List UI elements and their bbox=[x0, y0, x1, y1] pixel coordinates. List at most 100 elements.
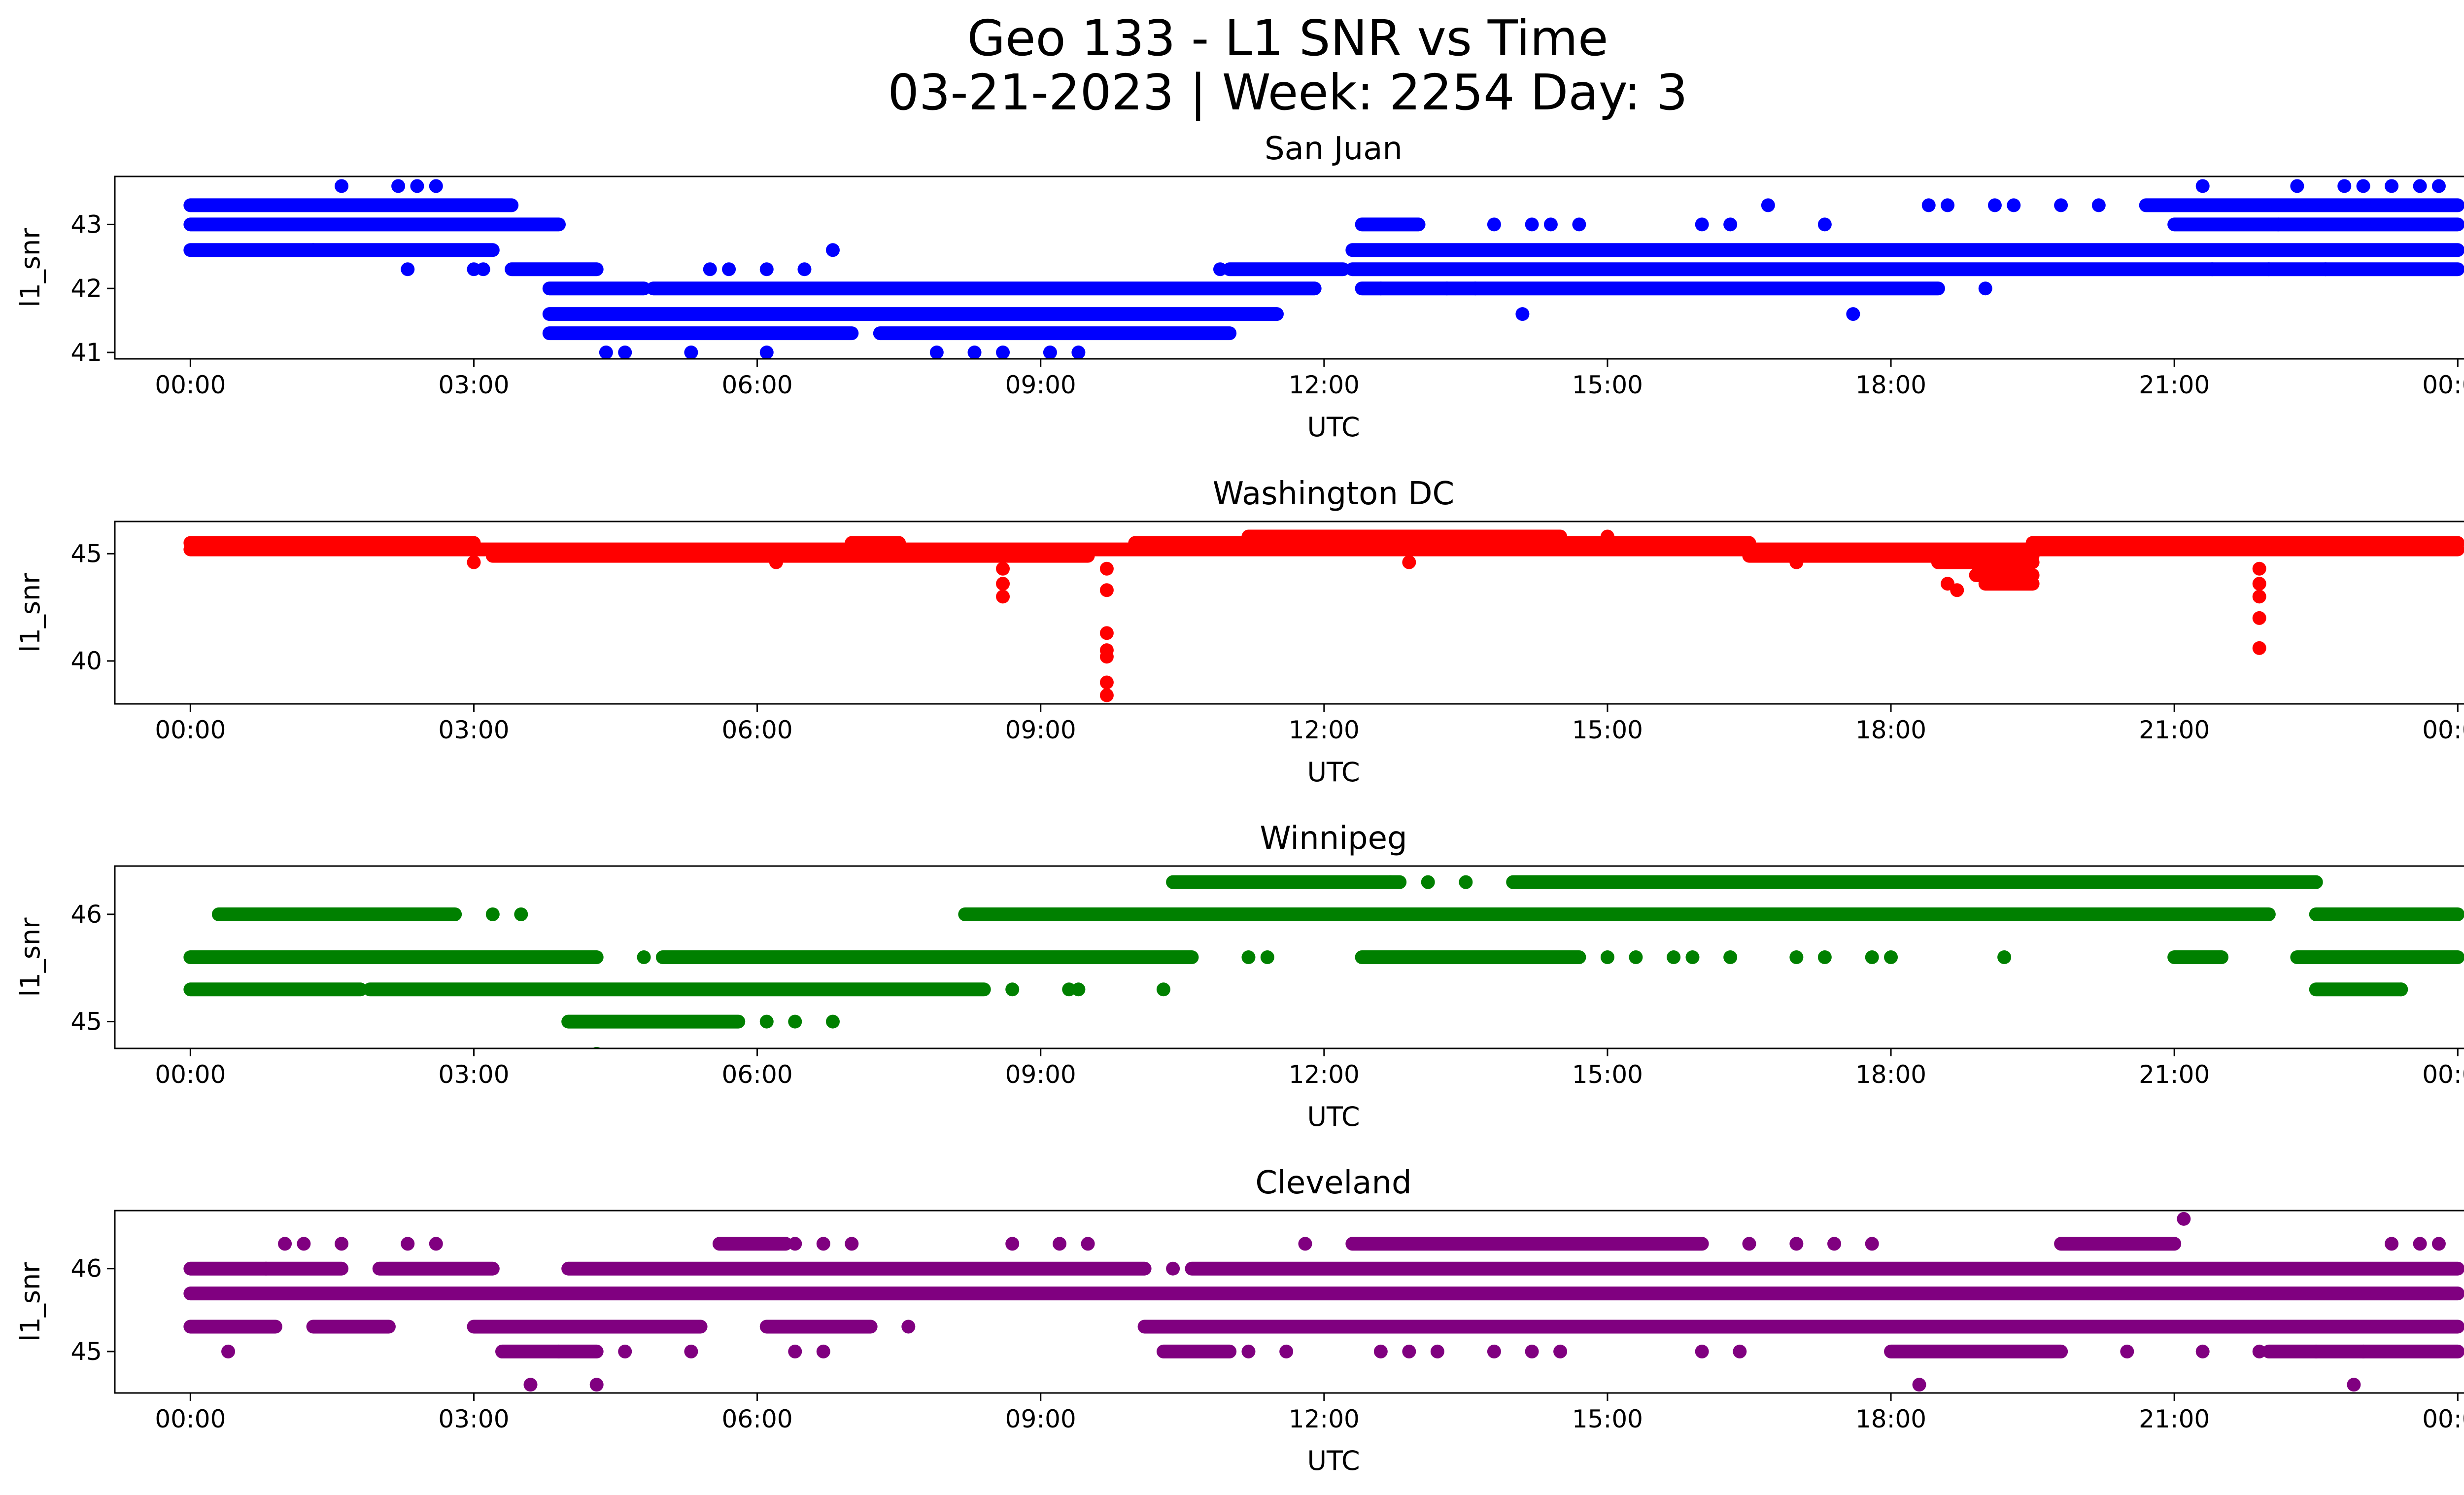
data-point bbox=[1440, 281, 1454, 296]
x-tick-label: 21:00 bbox=[2139, 1405, 2210, 1433]
data-point bbox=[1818, 843, 1832, 857]
series-marks bbox=[183, 1212, 2464, 1392]
data-point bbox=[1459, 875, 1473, 889]
data-point bbox=[297, 1237, 311, 1251]
data-point bbox=[1553, 1344, 1568, 1358]
data-point bbox=[391, 179, 406, 193]
x-tick-label: 03:00 bbox=[438, 1060, 509, 1089]
data-point bbox=[1846, 307, 1860, 321]
data-point bbox=[1525, 1344, 1539, 1358]
data-point bbox=[816, 1237, 830, 1251]
data-point bbox=[2261, 262, 2276, 277]
y-tick-label: 46 bbox=[70, 900, 102, 929]
series-marks bbox=[183, 179, 2464, 359]
data-point bbox=[335, 179, 349, 193]
data-point bbox=[2195, 179, 2210, 193]
y-axis-label: l1_snr bbox=[15, 573, 46, 653]
data-point bbox=[2091, 198, 2106, 212]
data-point bbox=[637, 950, 651, 964]
data-point bbox=[1978, 281, 1992, 296]
y-tick-label: 41 bbox=[70, 338, 102, 367]
data-point bbox=[1723, 950, 1738, 964]
panel-title: San Juan bbox=[1265, 131, 1403, 167]
figure-title-line1: Geo 133 - L1 SNR vs Time bbox=[967, 9, 1608, 67]
figure-title-line2: 03-21-2023 | Week: 2254 Day: 3 bbox=[888, 64, 1687, 121]
data-point bbox=[1600, 529, 1614, 544]
data-point bbox=[2271, 217, 2286, 232]
data-point bbox=[1817, 950, 1832, 964]
x-tick-label: 00:00 bbox=[155, 716, 226, 744]
y-tick-label: 43 bbox=[70, 210, 102, 239]
data-point bbox=[2252, 590, 2266, 604]
data-point bbox=[759, 1014, 774, 1029]
data-point bbox=[552, 1344, 566, 1358]
data-point bbox=[1789, 1237, 1804, 1251]
data-point bbox=[2120, 1344, 2134, 1358]
data-point bbox=[485, 907, 500, 921]
data-point bbox=[514, 907, 528, 921]
data-point bbox=[1884, 950, 1898, 964]
x-axis-label: UTC bbox=[1307, 1101, 1360, 1132]
data-point bbox=[1865, 950, 1879, 964]
data-point bbox=[1260, 950, 1274, 964]
data-point bbox=[1941, 198, 1955, 212]
data-point bbox=[1525, 217, 1539, 232]
data-point bbox=[1099, 561, 1114, 576]
data-point bbox=[1515, 307, 1530, 321]
data-point bbox=[2347, 1378, 2361, 1392]
data-point bbox=[1005, 1237, 1020, 1251]
data-point bbox=[476, 262, 490, 277]
data-point bbox=[1921, 198, 1936, 212]
x-tick-label: 00:00 bbox=[2422, 371, 2464, 399]
data-point bbox=[816, 1344, 830, 1358]
y-axis-label: l1_snr bbox=[15, 228, 46, 308]
data-point bbox=[1487, 1344, 1501, 1358]
x-tick-label: 03:00 bbox=[438, 716, 509, 744]
axes-frame bbox=[114, 521, 2464, 705]
data-point bbox=[1743, 843, 1756, 857]
data-point bbox=[2290, 179, 2304, 193]
data-point bbox=[2431, 179, 2446, 193]
data-point bbox=[2177, 1212, 2191, 1226]
data-point bbox=[1761, 198, 1775, 212]
x-tick-label: 00:00 bbox=[2422, 1405, 2464, 1433]
data-point bbox=[2356, 1344, 2370, 1358]
x-tick-label: 21:00 bbox=[2139, 1060, 2210, 1089]
data-point bbox=[2394, 982, 2408, 997]
x-tick-label: 21:00 bbox=[2139, 716, 2210, 744]
data-point bbox=[2337, 179, 2352, 193]
panel-cleveland: Cleveland 00:00 03:00 06:00 09:00 12:00 15:00… bbox=[15, 1165, 2464, 1476]
data-point bbox=[1572, 217, 1586, 232]
x-tick-label: 06:00 bbox=[722, 371, 793, 399]
series-marks bbox=[183, 529, 2464, 702]
data-point bbox=[929, 346, 944, 359]
x-tick-label: 06:00 bbox=[722, 1405, 793, 1433]
data-point bbox=[1543, 217, 1558, 232]
data-point bbox=[523, 1378, 538, 1392]
x-tick-label: 00:00 bbox=[155, 371, 226, 399]
data-point bbox=[410, 179, 424, 193]
data-point bbox=[467, 262, 481, 277]
panel-title: Cleveland bbox=[1255, 1165, 1411, 1201]
data-point bbox=[1987, 198, 2002, 212]
data-point bbox=[1487, 217, 1501, 232]
data-point bbox=[2309, 1344, 2323, 1358]
data-point bbox=[1298, 1237, 1312, 1251]
data-point bbox=[759, 262, 774, 277]
data-point bbox=[2431, 1237, 2446, 1251]
data-point bbox=[467, 555, 481, 569]
axes-frame bbox=[114, 175, 2464, 360]
data-point bbox=[1600, 950, 1614, 964]
data-point bbox=[825, 1014, 840, 1029]
data-point bbox=[1099, 583, 1114, 597]
data-point bbox=[1071, 982, 1086, 997]
data-point bbox=[1062, 982, 1076, 997]
x-tick-label: 00:00 bbox=[155, 1060, 226, 1089]
panel-san-juan: San Juan 00:00 03:00 06:00 09:00 12:00 15:00 1… bbox=[15, 131, 2464, 443]
data-point bbox=[1005, 982, 1020, 997]
data-point bbox=[1241, 950, 1256, 964]
y-tick-label: 40 bbox=[70, 647, 102, 675]
x-tick-label: 09:00 bbox=[1005, 716, 1076, 744]
x-tick-label: 09:00 bbox=[1005, 371, 1076, 399]
